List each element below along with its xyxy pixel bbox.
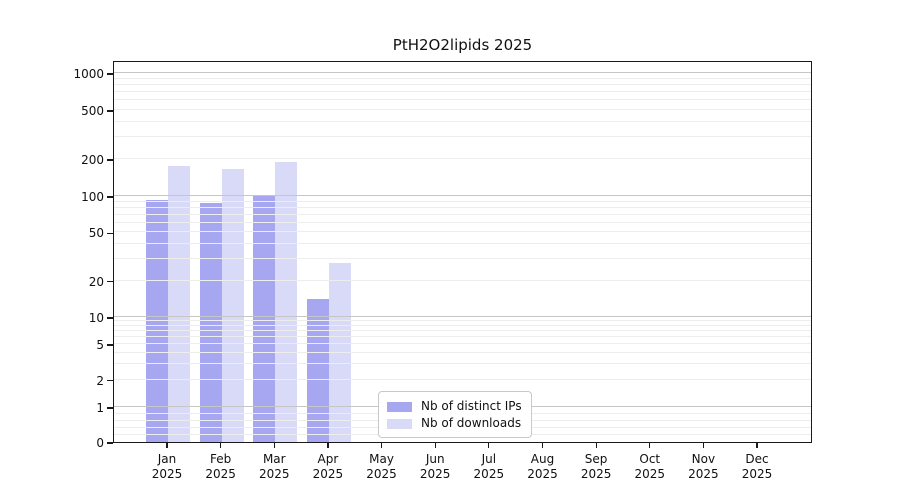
minor-gridline: [114, 77, 811, 79]
x-tick-label-oct: Oct 2025: [634, 452, 666, 481]
x-tick-mark: [756, 443, 758, 448]
bar-downloads-jan: [168, 165, 190, 442]
legend-item-downloads: Nb of downloads: [387, 415, 523, 432]
bar-distinct-ips-apr: [306, 299, 329, 442]
bar-downloads-mar: [275, 161, 298, 442]
x-tick-mark: [327, 443, 329, 448]
y-tick-label: 1000: [73, 67, 104, 81]
x-tick-label-jul: Jul 2025: [473, 452, 505, 481]
minor-gridline: [114, 83, 811, 85]
y-tick-mark: [107, 317, 113, 319]
x-tick-mark: [488, 443, 490, 448]
minor-gridline: [114, 99, 811, 101]
y-tick-mark: [107, 73, 113, 75]
y-tick-mark: [107, 196, 113, 198]
minor-gridline: [114, 200, 811, 202]
legend-swatch-downloads: [387, 418, 412, 429]
legend-label-downloads: Nb of downloads: [421, 416, 522, 430]
legend: Nb of distinct IPs Nb of downloads: [378, 391, 532, 438]
x-tick-label-mar: Mar 2025: [258, 452, 290, 481]
x-tick-mark: [220, 443, 222, 448]
y-tick-label: 20: [88, 274, 104, 289]
y-tick-label: 2: [96, 373, 104, 388]
x-tick-mark: [649, 443, 651, 448]
minor-gridline: [114, 120, 811, 122]
y-tick-mark: [107, 442, 113, 444]
y-tick-mark: [107, 159, 113, 161]
bar-downloads-apr: [328, 262, 351, 442]
x-tick-label-jan: Jan 2025: [151, 452, 183, 481]
x-tick-mark: [541, 443, 544, 448]
y-tick-mark: [107, 232, 113, 234]
x-tick-mark: [702, 443, 704, 448]
x-tick-label-sep: Sep 2025: [580, 452, 612, 481]
x-tick-mark: [380, 443, 383, 448]
plot-area: [113, 61, 812, 443]
x-tick-label-dec: Dec 2025: [741, 452, 773, 481]
y-tick-label: 500: [81, 104, 104, 119]
major-gridline: [114, 72, 811, 73]
bar-downloads-feb: [221, 169, 244, 442]
y-tick-label: 0: [96, 436, 104, 450]
bar-distinct-ips-mar: [253, 196, 276, 442]
y-tick-mark: [107, 344, 113, 346]
x-tick-label-nov: Nov 2025: [688, 452, 719, 481]
y-tick-label: 5: [96, 338, 104, 353]
bar-distinct-ips-jan: [146, 200, 168, 442]
y-tick-label: 100: [81, 190, 104, 204]
y-tick-mark: [107, 110, 113, 112]
x-tick-label-may: May 2025: [366, 452, 397, 481]
x-tick-mark: [166, 443, 168, 448]
legend-item-distinct-ips: Nb of distinct IPs: [387, 398, 523, 415]
legend-label-distinct-ips: Nb of distinct IPs: [421, 399, 522, 413]
x-tick-mark: [434, 443, 436, 448]
minor-gridline: [114, 136, 811, 138]
x-tick-label-jun: Jun 2025: [419, 452, 451, 481]
y-tick-label: 1: [96, 401, 104, 415]
chart-title: PtH2O2lipids 2025: [392, 36, 533, 54]
x-tick-label-apr: Apr 2025: [312, 452, 344, 481]
bar-distinct-ips-feb: [199, 202, 222, 442]
minor-gridline: [114, 158, 811, 159]
x-tick-label-aug: Aug 2025: [527, 452, 558, 481]
x-tick-mark: [273, 443, 275, 448]
x-tick-label-feb: Feb 2025: [205, 452, 236, 481]
x-tick-mark: [595, 443, 597, 448]
minor-gridline: [114, 91, 811, 93]
y-tick-label: 200: [81, 152, 104, 167]
y-tick-mark: [107, 280, 113, 283]
y-tick-mark: [107, 380, 113, 382]
minor-gridline: [114, 109, 811, 110]
y-tick-label: 10: [88, 311, 104, 325]
major-gridline: [114, 195, 811, 196]
y-tick-label: 50: [88, 226, 104, 241]
y-tick-mark: [107, 407, 113, 409]
legend-swatch-distinct-ips: [387, 401, 412, 412]
